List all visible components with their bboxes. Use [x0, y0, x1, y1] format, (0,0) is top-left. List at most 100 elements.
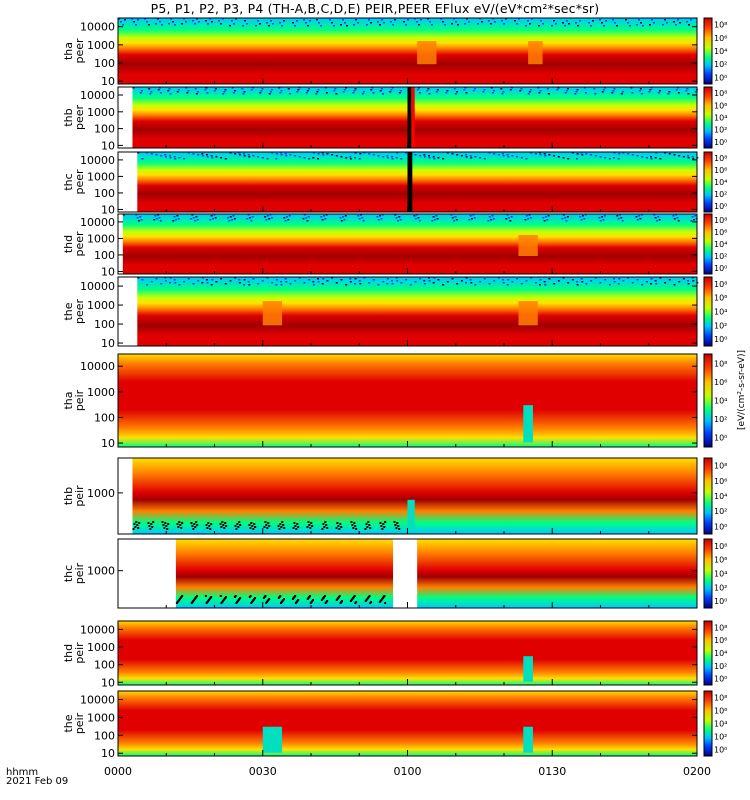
noise-pixel [654, 280, 657, 282]
noise-pixel [248, 156, 251, 158]
noise-pixel [539, 152, 541, 154]
noise-pixel [232, 92, 235, 94]
noise-pixel [465, 154, 467, 156]
noise-pixel [283, 598, 286, 600]
colorbar-tick-label: 10⁶ [714, 707, 727, 716]
noise-pixel [157, 89, 160, 91]
noise-pixel [238, 152, 241, 154]
noise-pixel [161, 521, 164, 523]
noise-pixel [266, 277, 269, 279]
noise-pixel [265, 219, 268, 221]
noise-pixel [395, 217, 398, 219]
noise-pixel [483, 158, 486, 160]
noise-pixel [469, 215, 472, 217]
y-tick-label: 100 [94, 57, 115, 70]
panel-name: peir [73, 712, 86, 734]
noise-pixel [420, 19, 422, 21]
noise-pixel [685, 90, 688, 92]
noise-pixel [161, 24, 163, 26]
noise-pixel [280, 90, 283, 92]
noise-pixel [590, 154, 593, 156]
noise-pixel [170, 18, 172, 20]
noise-pixel [534, 282, 537, 284]
noise-pixel [190, 218, 193, 220]
noise-pixel [603, 25, 605, 27]
noise-pixel [613, 278, 615, 280]
noise-pixel [368, 282, 371, 284]
noise-pixel [488, 152, 491, 154]
noise-pixel [396, 280, 399, 282]
noise-pixel [687, 280, 689, 282]
noise-pixel [564, 25, 566, 27]
x-tick-label: 0200 [683, 765, 711, 778]
noise-pixel [354, 157, 356, 159]
noise-pixel [344, 215, 347, 217]
y-tick-label: 100 [94, 411, 115, 424]
panel-name: peer [73, 299, 86, 325]
noise-pixel [580, 219, 583, 221]
noise-pixel [137, 152, 140, 154]
noise-pixel [392, 24, 394, 26]
data-gap [407, 152, 413, 212]
noise-pixel [209, 219, 212, 221]
noise-pixel [353, 595, 356, 597]
x-tick-label: 0100 [394, 765, 422, 778]
noise-pixel [362, 91, 365, 93]
noise-pixel [568, 23, 570, 25]
y-tick-label: 100 [94, 729, 115, 742]
noise-pixel [580, 278, 583, 280]
colorbar-tick-label: 10² [714, 583, 727, 592]
noise-pixel [350, 521, 353, 523]
noise-pixel [358, 158, 361, 160]
noise-pixel [377, 21, 379, 23]
noise-pixel [487, 220, 490, 222]
colorbar-tick-label: 10² [714, 126, 727, 135]
y-tick-label: 10000 [80, 89, 115, 102]
noise-pixel [149, 528, 152, 530]
noise-pixel [381, 214, 384, 216]
noise-pixel [366, 526, 369, 528]
colorbar-tick-label: 10⁴ [714, 308, 727, 317]
noise-pixel [250, 89, 253, 91]
noise-pixel [649, 89, 652, 91]
noise-pixel [576, 284, 579, 286]
noise-pixel [483, 278, 486, 280]
noise-pixel [561, 218, 564, 220]
noise-pixel [638, 215, 641, 217]
noise-pixel [650, 158, 653, 160]
noise-pixel [507, 279, 510, 281]
noise-pixel [248, 524, 251, 526]
noise-pixel [138, 522, 141, 524]
noise-pixel [437, 157, 440, 159]
colorbar [703, 538, 713, 609]
noise-pixel [490, 87, 493, 89]
noise-pixel [479, 281, 482, 283]
noise-pixel [335, 155, 338, 157]
noise-pixel [516, 156, 519, 158]
noise-pixel [675, 214, 678, 216]
panel-name: peir [73, 562, 86, 584]
noise-pixel [417, 217, 420, 219]
noise-pixel [542, 23, 544, 25]
noise-pixel [266, 22, 268, 24]
noise-pixel [431, 24, 433, 26]
noise-pixel [150, 281, 153, 283]
noise-pixel [268, 525, 271, 527]
noise-pixel [617, 283, 620, 285]
noise-pixel [543, 153, 546, 155]
noise-pixel [544, 155, 547, 157]
noise-pixel [691, 216, 694, 218]
noise-pixel [544, 284, 547, 286]
colorbar-tick-label: 10⁸ [714, 280, 727, 289]
noise-pixel [641, 156, 644, 158]
noise-pixel [492, 218, 495, 220]
noise-pixel [636, 279, 639, 281]
colorbar-tick-label: 10⁸ [714, 89, 727, 98]
noise-pixel [544, 216, 547, 218]
panel-name: thd [62, 644, 75, 662]
noise-pixel [238, 521, 241, 523]
noise-pixel [528, 214, 531, 216]
noise-pixel [294, 525, 297, 527]
noise-pixel [492, 18, 494, 20]
